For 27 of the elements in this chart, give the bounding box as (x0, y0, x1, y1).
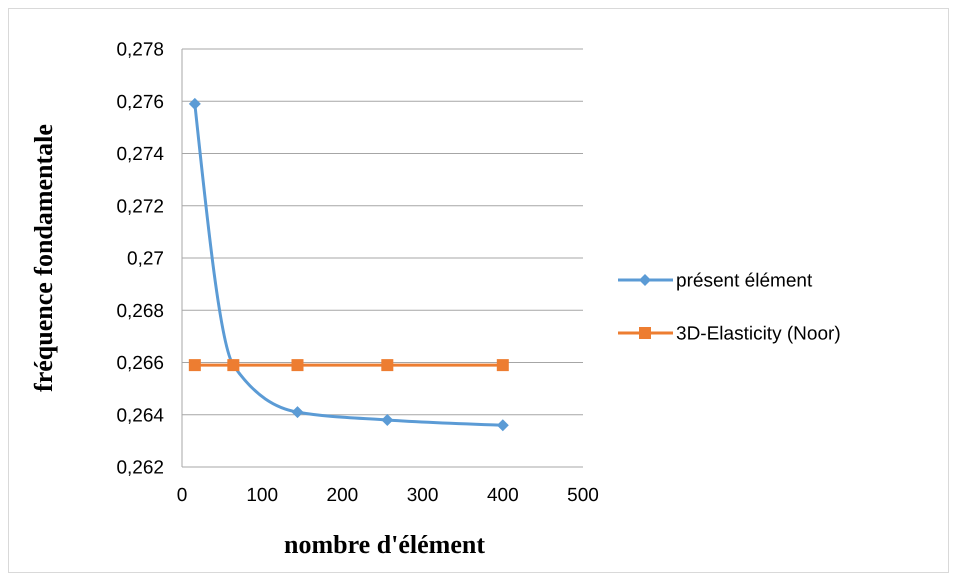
point (291, 406, 304, 418)
point (496, 359, 509, 372)
point (188, 359, 201, 372)
y-tick-label: 0,278 (116, 40, 164, 61)
x-axis-title: nombre d'élément (284, 530, 486, 559)
x-tick-label: 100 (246, 485, 278, 506)
legend-label: 3D-Elasticity (Noor) (676, 324, 841, 345)
legend-label: présent élément (676, 270, 813, 292)
y-tick-label: 0,268 (116, 300, 164, 322)
point (381, 359, 394, 372)
y-tick-label: 0,264 (116, 405, 164, 426)
point (291, 359, 304, 372)
y-tick-label: 0,274 (116, 144, 164, 166)
y-tick-label: 0,266 (116, 353, 164, 374)
y-tick-label: 0,27 (127, 248, 164, 270)
y-axis-title: fréquence fondamentale (29, 124, 58, 392)
x-tick-label: 300 (406, 485, 438, 506)
x-tick-label: 200 (326, 485, 358, 506)
y-tick-label: 0,272 (116, 196, 164, 218)
point (496, 419, 509, 432)
y-tick-label: 0,276 (116, 92, 164, 113)
x-tick-label: 500 (567, 485, 599, 506)
y-tick-label: 0,262 (116, 458, 164, 479)
point (188, 98, 201, 110)
point (381, 414, 394, 426)
x-tick-label: 0 (176, 485, 188, 506)
x-tick-label: 400 (486, 485, 519, 506)
